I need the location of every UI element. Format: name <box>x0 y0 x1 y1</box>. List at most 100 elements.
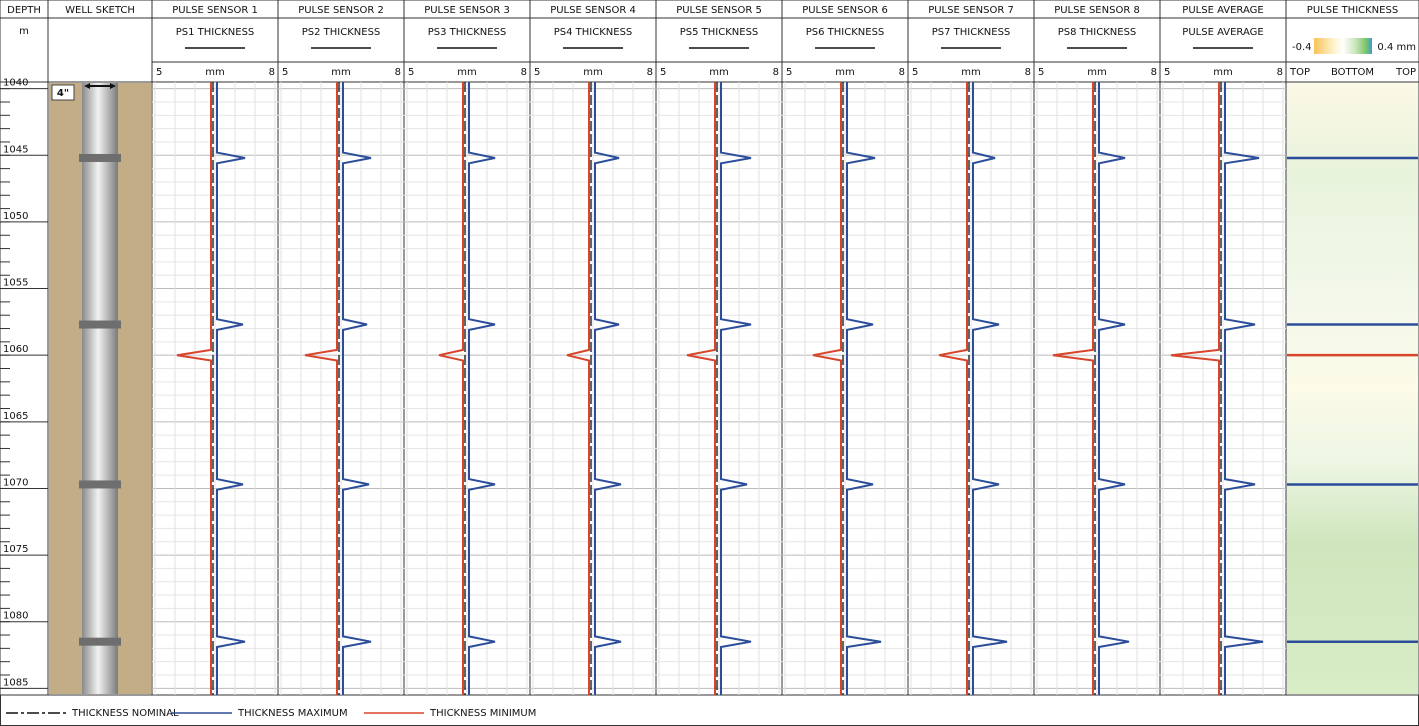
header-cell <box>1033 17 1161 83</box>
maximum-line <box>468 82 496 695</box>
column-title: PULSE SENSOR 3 <box>424 5 510 16</box>
scale-min: 5 <box>534 67 540 78</box>
depth-label: 1050 <box>3 211 28 222</box>
casing-size: 4" <box>57 88 69 99</box>
minimum-line <box>1170 82 1220 695</box>
collar <box>79 637 121 646</box>
maximum-line <box>720 82 752 695</box>
orientation-label: BOTTOM <box>1331 67 1374 78</box>
minimum-line <box>1052 82 1094 695</box>
minimum-line <box>438 82 464 695</box>
maximum-line <box>216 82 246 695</box>
depth-label: 1080 <box>3 611 28 622</box>
scale-unit: mm <box>1213 67 1232 78</box>
collar <box>79 480 121 489</box>
track-name: PS6 THICKNESS <box>806 27 885 38</box>
scale-unit: mm <box>961 67 980 78</box>
maximum-line <box>1098 82 1130 695</box>
scale-max: 8 <box>899 67 905 78</box>
minimum-line <box>686 82 716 695</box>
depth-label: 1085 <box>3 677 28 688</box>
maximum-line <box>594 82 622 695</box>
scale-unit: mm <box>331 67 350 78</box>
column-title: PULSE AVERAGE <box>1182 5 1263 16</box>
column-title: PULSE SENSOR 7 <box>928 5 1014 16</box>
header-cell <box>0 17 49 83</box>
header-cell <box>47 17 153 83</box>
scale-min: 5 <box>1038 67 1044 78</box>
column-title: PULSE SENSOR 8 <box>1054 5 1140 16</box>
column-title: PULSE SENSOR 2 <box>298 5 384 16</box>
color-scale <box>1314 38 1372 54</box>
column-title: PULSE SENSOR 6 <box>802 5 888 16</box>
minimum-line <box>176 82 212 695</box>
column-title: PULSE SENSOR 5 <box>676 5 762 16</box>
depth-label: 1045 <box>3 144 28 155</box>
column-title: PULSE THICKNESS <box>1307 5 1398 16</box>
collar <box>79 153 121 162</box>
column-title: PULSE SENSOR 4 <box>550 5 636 16</box>
track-name: PS3 THICKNESS <box>428 27 507 38</box>
scale-min: 5 <box>660 67 666 78</box>
scale-min: 5 <box>912 67 918 78</box>
scale-unit: mm <box>583 67 602 78</box>
scale-min: 5 <box>786 67 792 78</box>
scale-min-label: -0.4 <box>1292 42 1312 53</box>
track <box>0 81 49 696</box>
scale-unit: mm <box>457 67 476 78</box>
header-cell <box>781 17 909 83</box>
depth-label: 1055 <box>3 278 28 289</box>
casing <box>82 83 118 694</box>
depth-label: 1040 <box>3 78 28 89</box>
scale-min: 5 <box>282 67 288 78</box>
track-name: PS7 THICKNESS <box>932 27 1011 38</box>
minimum-line <box>566 82 590 695</box>
depth-unit: m <box>19 26 29 37</box>
maximum-line <box>342 82 372 695</box>
header-cell <box>529 17 657 83</box>
maximum-line <box>972 82 1008 695</box>
scale-max: 8 <box>647 67 653 78</box>
track-name: PS4 THICKNESS <box>554 27 633 38</box>
track-name: PS1 THICKNESS <box>176 27 255 38</box>
maximum-line <box>1224 82 1264 695</box>
legend-label: THICKNESS MINIMUM <box>429 708 536 719</box>
thickness-map <box>1287 83 1418 694</box>
orientation-label: TOP <box>1395 67 1416 78</box>
minimum-line <box>812 82 842 695</box>
depth-label: 1065 <box>3 411 28 422</box>
scale-unit: mm <box>205 67 224 78</box>
scale-unit: mm <box>1087 67 1106 78</box>
scale-max: 8 <box>269 67 275 78</box>
header-cell <box>907 17 1035 83</box>
header-cell <box>1159 17 1287 83</box>
scale-max: 8 <box>1277 67 1283 78</box>
depth-label: 1060 <box>3 344 28 355</box>
depth-label: 1070 <box>3 477 28 488</box>
legend-label: THICKNESS NOMINAL <box>71 708 179 719</box>
casing-size-box <box>51 84 75 101</box>
scale-max: 8 <box>395 67 401 78</box>
scale-max: 8 <box>521 67 527 78</box>
scale-unit: mm <box>709 67 728 78</box>
scale-min: 5 <box>156 67 162 78</box>
scale-min: 5 <box>1164 67 1170 78</box>
scale-max: 8 <box>773 67 779 78</box>
scale-min: 5 <box>408 67 414 78</box>
scale-max-label: 0.4 mm <box>1377 42 1416 53</box>
scale-max: 8 <box>1151 67 1157 78</box>
track-name: PS2 THICKNESS <box>302 27 381 38</box>
track-name: PS5 THICKNESS <box>680 27 759 38</box>
legend-label: THICKNESS MAXIMUM <box>237 708 348 719</box>
column-title: PULSE SENSOR 1 <box>172 5 258 16</box>
orientation-label: TOP <box>1289 67 1310 78</box>
column-title: DEPTH <box>7 5 41 16</box>
scale-max: 8 <box>1025 67 1031 78</box>
header-cell <box>655 17 783 83</box>
track-name: PS8 THICKNESS <box>1058 27 1137 38</box>
depth-label: 1075 <box>3 544 28 555</box>
minimum-line <box>938 82 968 695</box>
column-title: WELL SKETCH <box>65 5 135 16</box>
maximum-line <box>846 82 882 695</box>
collar <box>79 320 121 329</box>
